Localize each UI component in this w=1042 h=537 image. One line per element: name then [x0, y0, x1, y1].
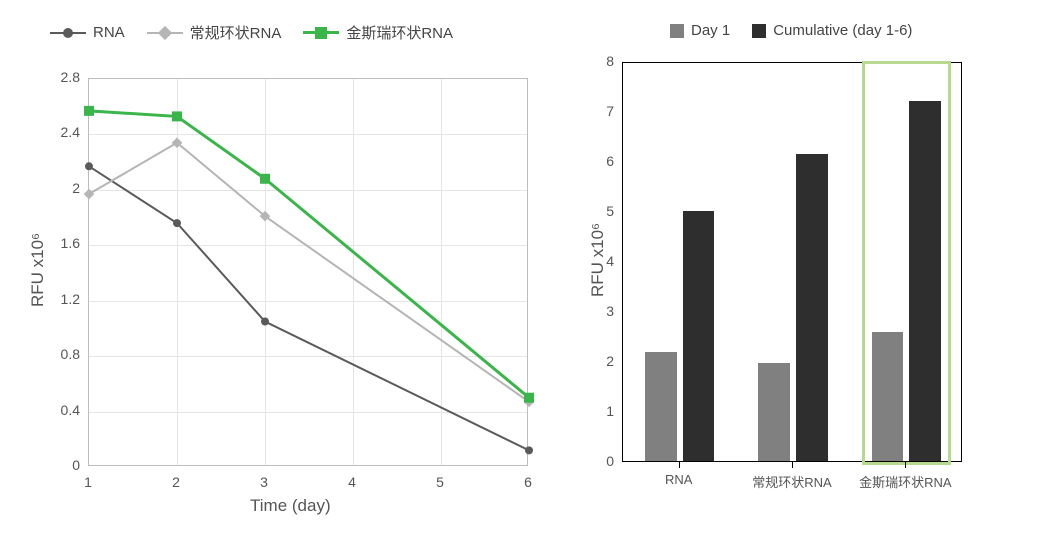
x-tick-label: 3 [254, 474, 274, 490]
legend-item-rna: RNA [50, 24, 125, 41]
x-tick-label: 4 [342, 474, 362, 490]
legend-item-day1: Day 1 [670, 22, 730, 39]
y-tick-label: 4 [592, 253, 614, 269]
x-tick-label: 常规环状RNA [735, 472, 848, 491]
y-tick-label: 1.2 [42, 291, 80, 307]
bar-chart-panel: Day 1 Cumulative (day 1-6) RFU x10⁶ 0123… [560, 0, 1042, 537]
x-tick-label: 1 [78, 474, 98, 490]
series-marker [84, 106, 94, 116]
y-tick-label: 0.4 [42, 402, 80, 418]
line-legend: RNA 常规环状RNA 金斯瑞环状RNA [50, 22, 453, 43]
legend-label: 金斯瑞环状RNA [346, 22, 453, 43]
series-marker [525, 446, 533, 454]
x-tick-label: RNA [622, 472, 735, 487]
line-chart-panel: RNA 常规环状RNA 金斯瑞环状RNA RFU x10⁶ Time (day)… [0, 0, 560, 537]
y-tick-label: 8 [592, 53, 614, 69]
y-tick-label: 2.8 [42, 69, 80, 85]
charts-container: RNA 常规环状RNA 金斯瑞环状RNA RFU x10⁶ Time (day)… [0, 0, 1042, 537]
bar [758, 363, 790, 462]
series-marker [524, 393, 534, 403]
legend-marker [50, 32, 86, 34]
y-tick-label: 7 [592, 103, 614, 119]
x-tick-label: 5 [430, 474, 450, 490]
y-tick-label: 2 [42, 180, 80, 196]
legend-label: Cumulative (day 1-6) [773, 22, 912, 39]
y-tick-label: 3 [592, 303, 614, 319]
bar-plot-area [622, 62, 962, 462]
legend-label: Day 1 [691, 22, 730, 39]
y-tick-label: 5 [592, 203, 614, 219]
y-tick-label: 0.8 [42, 346, 80, 362]
x-tick-label: 金斯瑞环状RNA [849, 472, 962, 491]
line-plot-area [88, 78, 528, 466]
y-tick-label: 2.4 [42, 124, 80, 140]
x-tick-label: 6 [518, 474, 538, 490]
x-tick [792, 462, 793, 468]
legend-item-cumulative: Cumulative (day 1-6) [752, 22, 912, 39]
line-series-svg [89, 79, 527, 465]
series-marker [261, 318, 269, 326]
bar [909, 101, 941, 461]
y-tick-label: 0 [592, 453, 614, 469]
y-tick-label: 6 [592, 153, 614, 169]
line-x-axis-label: Time (day) [250, 496, 331, 516]
legend-marker [147, 32, 183, 34]
x-tick-label: 2 [166, 474, 186, 490]
legend-label: RNA [93, 24, 125, 41]
series-line [89, 143, 529, 402]
series-line [89, 166, 529, 450]
bar [796, 154, 828, 462]
bar [683, 211, 715, 461]
series-marker [260, 174, 270, 184]
y-tick-label: 1 [592, 403, 614, 419]
legend-item-conventional: 常规环状RNA [147, 22, 282, 43]
legend-marker [752, 24, 766, 38]
bar-legend: Day 1 Cumulative (day 1-6) [670, 22, 912, 39]
series-marker [173, 219, 181, 227]
x-tick [679, 462, 680, 468]
y-tick-label: 0 [42, 457, 80, 473]
series-marker [84, 189, 95, 200]
y-tick-label: 2 [592, 353, 614, 369]
series-marker [172, 111, 182, 121]
bar [645, 352, 677, 461]
legend-marker [303, 31, 339, 34]
x-tick [905, 462, 906, 468]
bar [872, 332, 904, 461]
legend-marker [670, 24, 684, 38]
legend-item-genscript: 金斯瑞环状RNA [303, 22, 453, 43]
legend-label: 常规环状RNA [190, 22, 282, 43]
y-tick-label: 1.6 [42, 235, 80, 251]
series-marker [85, 162, 93, 170]
